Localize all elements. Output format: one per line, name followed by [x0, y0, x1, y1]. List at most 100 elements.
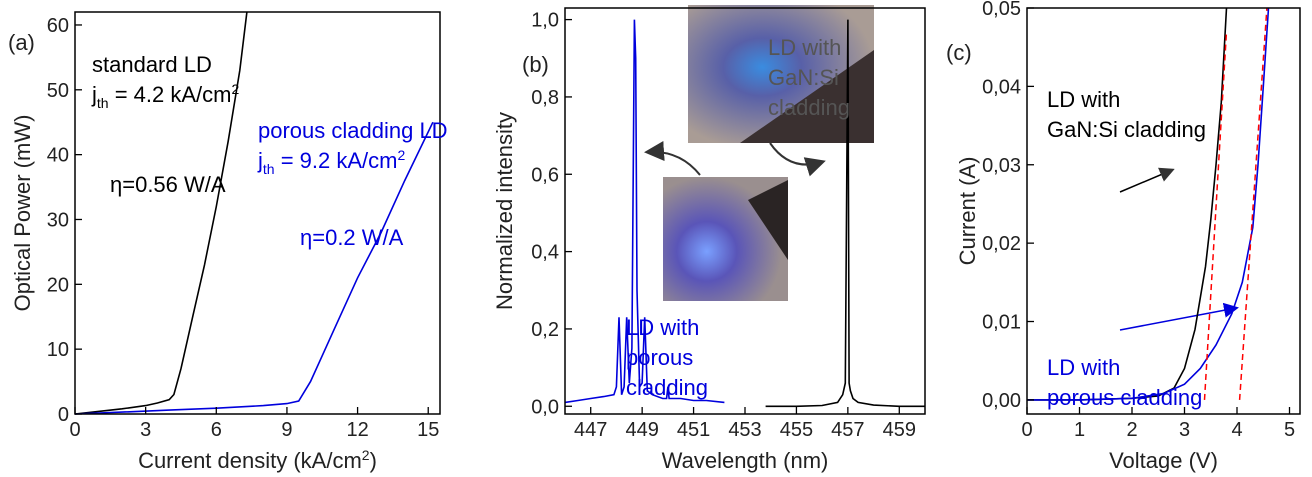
- y-tick-label: 10: [47, 339, 69, 361]
- text-part: ): [370, 448, 377, 473]
- superscript: 2: [397, 147, 405, 163]
- text-part: Optical Power (mW): [10, 115, 35, 312]
- x-tick-label: 457: [831, 419, 864, 441]
- y-tick-label: 0,01: [982, 312, 1021, 334]
- annotation: cladding: [768, 95, 850, 120]
- x-tick-label: 459: [883, 419, 916, 441]
- x-tick-label: 0: [1021, 419, 1032, 441]
- annotation: η=0.2 W/A: [300, 225, 404, 250]
- y-tick-label: 0,05: [982, 0, 1021, 20]
- y-tick-label: 0,4: [531, 242, 559, 264]
- y-tick-label: 0,8: [531, 87, 559, 109]
- x-tick-label: 1: [1074, 419, 1085, 441]
- y-tick-label: 60: [47, 15, 69, 37]
- x-tick-label: 0: [69, 419, 80, 441]
- text-part: = 4.2 kA/cm: [109, 82, 232, 107]
- annotation: GaN:Si cladding: [1047, 117, 1206, 142]
- x-tick-label: 447: [574, 419, 607, 441]
- text-part: Current density (kA/cm: [138, 448, 362, 473]
- y-tick-label: 0,04: [982, 76, 1021, 98]
- text-part: η=0.2 W/A: [300, 225, 404, 250]
- fit-line: [1203, 31, 1228, 400]
- y-tick-label: 0,03: [982, 155, 1021, 177]
- y-tick-label: 0,2: [531, 319, 559, 341]
- y-tick-label: 0,0: [531, 396, 559, 418]
- annotation: porous cladding: [1047, 385, 1202, 410]
- x-tick-label: 15: [417, 419, 439, 441]
- x-tick-label: 4: [1231, 419, 1242, 441]
- text-part: Current (A): [955, 157, 980, 266]
- text-part: Wavelength (nm): [662, 448, 829, 473]
- y-tick-label: 30: [47, 209, 69, 231]
- text-part: Normalized intensity: [492, 112, 517, 310]
- photo-shadow: [748, 180, 788, 260]
- x-tick-label: 449: [625, 419, 658, 441]
- text-part: j: [257, 148, 263, 173]
- annotation: porous cladding LD: [258, 118, 448, 143]
- series-line: [765, 19, 925, 408]
- x-tick-label: 451: [677, 419, 710, 441]
- x-tick-label: 5: [1284, 419, 1295, 441]
- x-tick-label: 2: [1126, 419, 1137, 441]
- text-part: GaN:Si cladding: [1047, 117, 1206, 142]
- annotation: η=0.56 W/A: [110, 172, 226, 197]
- y-tick-label: 50: [47, 80, 69, 102]
- subscript: th: [263, 161, 275, 177]
- y-tick-label: 0,02: [982, 233, 1021, 255]
- x-tick-label: 3: [1179, 419, 1190, 441]
- superscript: 2: [231, 81, 239, 97]
- text-part: j: [91, 82, 97, 107]
- panel-label: (a): [8, 30, 35, 55]
- y-tick-label: 0: [58, 404, 69, 426]
- superscript: 2: [362, 447, 370, 463]
- x-axis-label: Voltage (V): [1109, 448, 1218, 473]
- subscript: th: [97, 95, 109, 111]
- y-tick-label: 1,0: [531, 10, 559, 32]
- annotation: LD with: [626, 315, 699, 340]
- y-axis-label: Normalized intensity: [492, 112, 517, 310]
- y-tick-label: 20: [47, 274, 69, 296]
- annotation: porous: [626, 345, 693, 370]
- text-part: cladding: [768, 95, 850, 120]
- plot-frame: [1026, 7, 1301, 415]
- text-part: = 9.2 kA/cm: [275, 148, 398, 173]
- x-axis-label: Current density (kA/cm2): [138, 447, 377, 473]
- annotation: jth = 4.2 kA/cm2: [91, 81, 239, 111]
- photo-shadow: [740, 50, 874, 143]
- annotation: LD with: [1047, 87, 1120, 112]
- y-axis-label: Current (A): [955, 157, 980, 266]
- text-part: LD with: [1047, 87, 1120, 112]
- y-tick-label: 0,00: [982, 390, 1021, 412]
- text-part: Voltage (V): [1109, 448, 1218, 473]
- text-part: LD with: [626, 315, 699, 340]
- text-part: LD with: [1047, 355, 1120, 380]
- arrow: [769, 142, 826, 177]
- x-tick-label: 6: [211, 419, 222, 441]
- arrow: [644, 141, 701, 176]
- series-line: [564, 19, 725, 404]
- series-line: [1027, 7, 1228, 401]
- x-tick-label: 12: [346, 419, 368, 441]
- text-part: LD with: [768, 35, 841, 60]
- arrow: [1119, 302, 1239, 331]
- text-part: GaN:Si: [768, 65, 839, 90]
- text-part: porous cladding: [1047, 385, 1202, 410]
- y-tick-label: 0,6: [531, 164, 559, 186]
- text-part: cladding: [626, 375, 708, 400]
- annotation: GaN:Si: [768, 65, 839, 90]
- panel-label: (c): [946, 40, 972, 65]
- x-tick-label: 9: [281, 419, 292, 441]
- fit-line: [1238, 7, 1268, 400]
- x-tick-label: 455: [780, 419, 813, 441]
- series-line: [74, 121, 434, 415]
- text-part: standard LD: [92, 52, 212, 77]
- arrow: [1119, 167, 1175, 193]
- panel-label: (b): [522, 52, 549, 77]
- text-part: porous cladding LD: [258, 118, 448, 143]
- text-part: η=0.56 W/A: [110, 172, 226, 197]
- annotation: LD with: [768, 35, 841, 60]
- series-line: [74, 11, 248, 415]
- annotation: cladding: [626, 375, 708, 400]
